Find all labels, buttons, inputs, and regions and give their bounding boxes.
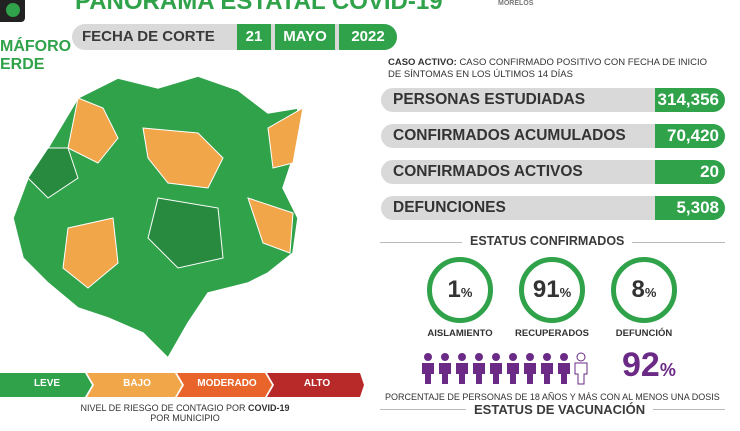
- stat-label: PERSONAS ESTUDIADAS: [393, 91, 586, 108]
- fecha-day: 21: [237, 24, 271, 50]
- ring-unit: %: [559, 285, 572, 300]
- vacunacion-note: PORCENTAJE DE PERSONAS DE 18 AÑOS Y MÁS …: [385, 392, 720, 402]
- logo: MORELOS: [498, 0, 534, 7]
- title: PANORAMA ESTATAL COVID-19: [75, 0, 443, 15]
- semaforo-line: ERDE: [0, 56, 45, 73]
- fecha-year: 2022: [339, 24, 397, 50]
- section-title: ESTATUS CONFIRMADOS: [462, 234, 633, 248]
- ring-value: 1: [447, 276, 461, 303]
- ring-value: 8: [631, 276, 645, 303]
- stat-label: DEFUNCIONES: [393, 199, 506, 216]
- caption-bold: COVID-19: [248, 403, 290, 413]
- legend-label: ALTO: [303, 378, 331, 389]
- map: [12, 75, 304, 360]
- semaforo-icon: [0, 0, 25, 22]
- people-icons: [422, 352, 588, 385]
- ring-unit: %: [460, 285, 473, 300]
- legend-bar: [0, 373, 364, 397]
- stat-bar: [381, 160, 666, 184]
- stat-bar: [381, 88, 666, 112]
- status-label: DEFUNCIÓN: [615, 328, 673, 339]
- caption-text: NIVEL DE RIESGO DE CONTAGIO POR: [80, 403, 246, 413]
- stat-bar: [381, 196, 666, 220]
- caso-definition: CASO CONFIRMADO POSITIVO CON FECHA DE IN…: [388, 57, 707, 80]
- vacunacion-value: 92%: [622, 346, 676, 385]
- caso-term: CASO ACTIVO:: [388, 57, 457, 68]
- legend-caption: NIVEL DE RIESGO DE CONTAGIO POR COVID-19…: [20, 403, 350, 423]
- stat-label: CONFIRMADOS ACTIVOS: [393, 163, 583, 180]
- vacunacion-title: ESTATUS DE VACUNACIÓN: [466, 402, 654, 417]
- fecha-month: MAYO: [275, 24, 335, 50]
- fecha-label: FECHA DE CORTE: [82, 28, 215, 45]
- ring-value: 91: [532, 276, 560, 303]
- ring-unit: %: [644, 285, 657, 300]
- stat-label: CONFIRMADOS ACUMULADOS: [393, 127, 626, 144]
- stat-bar: [381, 124, 666, 148]
- vac-number: 92: [622, 346, 660, 384]
- caption-text: POR MUNICIPIO: [150, 413, 220, 423]
- caso-activo: CASO ACTIVO: CASO CONFIRMADO POSITIVO CO…: [388, 57, 720, 81]
- stat-value: 70,420: [655, 124, 725, 148]
- status-ring: 8%: [611, 257, 677, 323]
- status-ring: 91%: [519, 257, 585, 323]
- legend-label: BAJO: [123, 378, 151, 389]
- stat-value: 314,356: [655, 88, 725, 112]
- status-label: AISLAMIENTO: [427, 328, 493, 339]
- status-label: RECUPERADOS: [515, 328, 589, 339]
- stat-value: 20: [655, 160, 725, 184]
- legend-label: MODERADO: [197, 378, 257, 389]
- vac-unit: %: [659, 360, 676, 380]
- stat-value: 5,308: [655, 196, 725, 220]
- status-ring: 1%: [427, 257, 493, 323]
- semaforo-line: MÁFORO: [0, 38, 72, 55]
- legend-label: LEVE: [33, 378, 61, 389]
